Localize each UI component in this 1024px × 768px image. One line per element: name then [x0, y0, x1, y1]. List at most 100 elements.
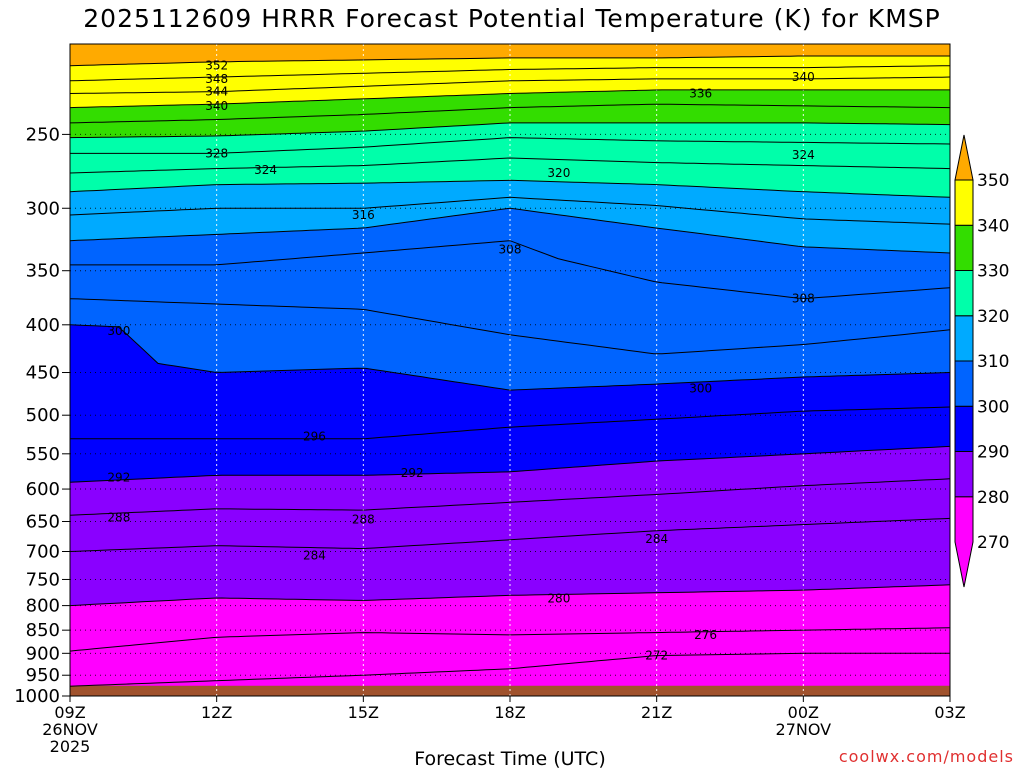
contour-label-284: 284	[303, 549, 326, 563]
x-axis: 09Z 26NOV 2025 12Z 15Z 18Z 21Z 00Z 27NOV 03Z	[42, 696, 966, 756]
contour-340	[70, 89, 950, 109]
ytick-label-450: 450	[26, 363, 60, 384]
contour-332	[70, 122, 950, 139]
contour-276	[70, 627, 950, 652]
contour-label-320: 320	[547, 166, 570, 180]
contour-label-328: 328	[205, 146, 228, 160]
ytick-label-650: 650	[26, 511, 60, 532]
contour-label-300: 300	[107, 324, 130, 338]
xtick-label-15Z: 15Z	[348, 703, 379, 722]
contour-280	[70, 584, 950, 607]
colorbar-tick-320: 320	[977, 307, 1009, 327]
contour-label-308: 308	[792, 292, 815, 306]
contour-label-300: 300	[689, 381, 712, 395]
contour-label-292: 292	[401, 466, 424, 480]
contour-292	[70, 445, 950, 483]
contour-304	[70, 298, 950, 355]
contour-324	[70, 157, 950, 174]
xtick-label-03Z: 03Z	[934, 703, 965, 722]
contour-label-272: 272	[645, 649, 668, 663]
y-axis: 2503003504004505005506006507007508008509…	[14, 124, 70, 707]
contour-316	[70, 196, 950, 225]
xtick-line: 2025	[50, 737, 91, 756]
chart-title: 2025112609 HRRR Forecast Potential Tempe…	[83, 4, 941, 33]
colorbar-bin-280	[954, 451, 974, 498]
xtick-line: 12Z	[201, 703, 232, 722]
ytick-label-500: 500	[26, 405, 60, 426]
contour-320	[70, 179, 950, 198]
contour-label-340: 340	[205, 99, 228, 113]
xtick-line: 03Z	[934, 703, 965, 722]
ytick-label-800: 800	[26, 596, 60, 617]
xtick-line: 21Z	[641, 703, 672, 722]
contour-label-288: 288	[107, 511, 130, 525]
contour-label-288: 288	[352, 513, 375, 527]
ytick-label-350: 350	[26, 261, 60, 282]
xtick-label-00Z: 00Z 27NOV	[776, 703, 832, 739]
xtick-label-12Z: 12Z	[201, 703, 232, 722]
contour-296	[70, 406, 950, 440]
contour-lines	[70, 55, 950, 687]
xtick-label-09Z: 09Z 26NOV 2025	[42, 703, 98, 756]
ytick-label-950: 950	[26, 665, 60, 686]
colorbar-tick-310: 310	[977, 352, 1009, 372]
ytick-label-400: 400	[26, 315, 60, 336]
contour-label-336: 336	[689, 87, 712, 101]
colorbar-bin-310	[954, 315, 974, 362]
colorbar-bin-300	[954, 360, 974, 407]
contour-328	[70, 137, 950, 154]
colorbar-bin-320	[954, 270, 974, 317]
ytick-label-550: 550	[26, 444, 60, 465]
ytick-label-750: 750	[26, 569, 60, 590]
xtick-line: 26NOV	[42, 720, 98, 739]
contour-label-296: 296	[303, 430, 326, 444]
contour-352	[70, 55, 950, 67]
contour-284	[70, 517, 950, 552]
ytick-label-850: 850	[26, 620, 60, 641]
contour-312	[70, 207, 950, 254]
colorbar-bin-350	[954, 134, 974, 181]
contour-label-308: 308	[499, 242, 522, 256]
credit-link[interactable]: coolwx.com/models	[838, 747, 1014, 766]
xtick-line: 27NOV	[776, 720, 832, 739]
ytick-label-300: 300	[26, 198, 60, 219]
colorbar: 270 280 290 300 310 320 330 340 350	[954, 134, 1009, 588]
xtick-line: 00Z	[788, 703, 819, 722]
ytick-label-600: 600	[26, 479, 60, 500]
x-axis-label: Forecast Time (UTC)	[414, 748, 605, 768]
contour-272	[70, 652, 950, 687]
xtick-label-18Z: 18Z	[494, 703, 525, 722]
colorbar-tick-300: 300	[977, 397, 1009, 417]
contour-label-284: 284	[645, 532, 668, 546]
xtick-line: 15Z	[348, 703, 379, 722]
ytick-label-700: 700	[26, 542, 60, 563]
ytick-label-900: 900	[26, 643, 60, 664]
contour-label-280: 280	[547, 591, 570, 605]
colorbar-tick-290: 290	[977, 443, 1009, 463]
contour-label-276: 276	[694, 628, 717, 642]
contour-300	[70, 324, 950, 391]
contour-label-352: 352	[205, 59, 228, 73]
colorbar-bin-290	[954, 405, 974, 452]
colorbar-tick-330: 330	[977, 262, 1009, 282]
ytick-label-1000: 1000	[14, 686, 60, 707]
colorbar-tick-270: 270	[977, 533, 1009, 553]
ytick-label-250: 250	[26, 124, 60, 145]
xtick-line: 09Z	[54, 703, 85, 722]
contour-344	[70, 76, 950, 94]
contour-308	[70, 240, 950, 300]
colorbar-bin-330	[954, 224, 974, 271]
colorbar-bin-340	[954, 179, 974, 226]
contour-336	[70, 103, 950, 124]
contour-label-316: 316	[352, 208, 375, 222]
xtick-line: 18Z	[494, 703, 525, 722]
contour-348	[70, 65, 950, 82]
colorbar-tick-350: 350	[977, 171, 1009, 191]
contour-label-292: 292	[107, 470, 130, 484]
contour-label-340: 340	[792, 70, 815, 84]
contour-label-324: 324	[254, 163, 277, 177]
contour-288	[70, 478, 950, 516]
xtick-label-21Z: 21Z	[641, 703, 672, 722]
contour-label-344: 344	[205, 85, 228, 99]
